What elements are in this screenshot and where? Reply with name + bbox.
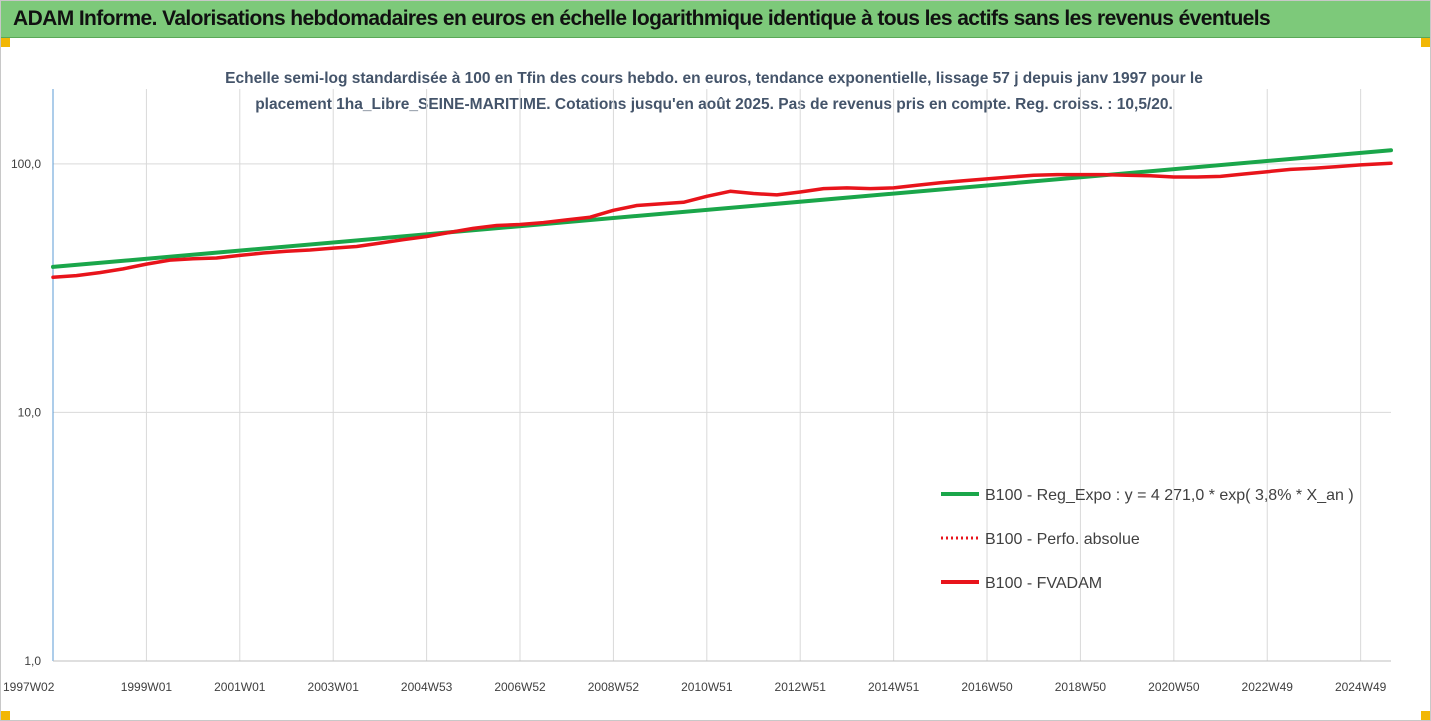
y-tick-label: 100,0 [11, 157, 41, 171]
legend-entry-label: B100 - FVADAM [985, 575, 1102, 592]
x-tick-label: 2022W49 [1242, 680, 1294, 694]
header-banner: ADAM Informe. Valorisations hebdomadaire… [1, 1, 1430, 38]
x-tick-label: 2024W49 [1335, 680, 1387, 694]
x-tick-label: 2006W52 [494, 680, 546, 694]
x-tick-label: 2016W50 [961, 680, 1013, 694]
corner-accent-bottom-left [1, 711, 10, 720]
x-tick-label: 2020W50 [1148, 680, 1200, 694]
y-tick-label: 1,0 [24, 654, 41, 668]
corner-accent-bottom-right [1421, 711, 1430, 720]
legend-entry-label: B100 - Reg_Expo : y = 4 271,0 * exp( 3,8… [985, 487, 1354, 504]
x-tick-label: 2018W50 [1055, 680, 1107, 694]
chart-subtitle-line-2: placement 1ha_Libre_SEINE-MARITIME. Cota… [255, 96, 1173, 113]
x-tick-label: 2008W52 [588, 680, 640, 694]
corner-accent-top-left [1, 38, 10, 47]
x-tick-label: 1999W01 [121, 680, 173, 694]
x-tick-label: 2010W51 [681, 680, 733, 694]
legend-entry-label: B100 - Perfo. absolue [985, 531, 1140, 548]
page-title: ADAM Informe. Valorisations hebdomadaire… [13, 7, 1271, 30]
x-tick-label: 2012W51 [775, 680, 827, 694]
plot-area [51, 148, 1393, 279]
gridlines [53, 89, 1391, 662]
x-tick-label: 2004W53 [401, 680, 453, 694]
series-line-reg-expo [51, 148, 1393, 269]
axes [52, 89, 1391, 662]
x-tick-label: 2001W01 [214, 680, 266, 694]
chart-subtitle-line-1: Echelle semi-log standardisée à 100 en T… [225, 70, 1203, 87]
legend: B100 - Reg_Expo : y = 4 271,0 * exp( 3,8… [941, 487, 1354, 592]
corner-accent-top-right [1421, 38, 1430, 47]
tick-labels: 1,0 10,0 100,0 1997W02 1999W01 2001W01 2003W01… [3, 157, 1387, 694]
x-tick-label: 2003W01 [308, 680, 360, 694]
x-tick-label: 2014W51 [868, 680, 920, 694]
y-tick-label: 10,0 [18, 405, 42, 419]
series-line-fvadam [51, 161, 1393, 279]
x-tick-label: 1997W02 [3, 680, 55, 694]
